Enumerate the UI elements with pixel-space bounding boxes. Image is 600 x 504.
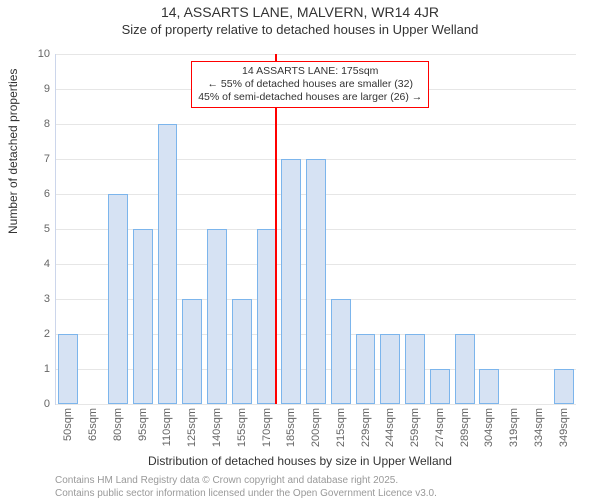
histogram-bar[interactable] [405, 334, 425, 404]
bar-slot: 334sqm [527, 54, 552, 404]
x-tick-label: 274sqm [434, 408, 446, 447]
histogram-bar[interactable] [158, 124, 178, 404]
bar-slot: 95sqm [130, 54, 155, 404]
y-tick-label: 2 [44, 328, 50, 340]
histogram-bar[interactable] [108, 194, 128, 404]
x-tick-label: 185sqm [285, 408, 297, 447]
chart-subtitle: Size of property relative to detached ho… [0, 22, 600, 37]
annotation-line: ← 55% of detached houses are smaller (32… [198, 78, 422, 91]
x-tick-label: 95sqm [137, 408, 149, 441]
credits: Contains HM Land Registry data © Crown c… [55, 475, 437, 500]
y-tick-label: 10 [38, 48, 50, 60]
bar-slot: 289sqm [452, 54, 477, 404]
histogram-bar[interactable] [430, 369, 450, 404]
x-tick-label: 50sqm [62, 408, 74, 441]
y-tick-label: 4 [44, 258, 50, 270]
histogram-bar[interactable] [281, 159, 301, 404]
histogram-bar[interactable] [232, 299, 252, 404]
x-tick-label: 155sqm [236, 408, 248, 447]
histogram-bar[interactable] [380, 334, 400, 404]
histogram-bar[interactable] [257, 229, 277, 404]
annotation-box: 14 ASSARTS LANE: 175sqm← 55% of detached… [191, 61, 429, 108]
x-tick-label: 110sqm [161, 408, 173, 446]
histogram-bar[interactable] [554, 369, 574, 404]
histogram-bar[interactable] [479, 369, 499, 404]
x-axis-label: Distribution of detached houses by size … [0, 454, 600, 468]
x-tick-label: 244sqm [384, 408, 396, 447]
grid-line [56, 404, 576, 405]
histogram-bar[interactable] [182, 299, 202, 404]
x-tick-label: 229sqm [360, 408, 372, 447]
histogram-bar[interactable] [331, 299, 351, 404]
histogram-bar[interactable] [356, 334, 376, 404]
histogram-bar[interactable] [306, 159, 326, 404]
bar-slot: 80sqm [106, 54, 131, 404]
bar-slot: 304sqm [477, 54, 502, 404]
x-tick-label: 319sqm [508, 408, 520, 447]
annotation-line: 45% of semi-detached houses are larger (… [198, 91, 422, 104]
y-axis-label: Number of detached properties [6, 69, 20, 234]
credits-line-2: Contains public sector information licen… [55, 488, 437, 501]
x-tick-label: 170sqm [261, 408, 273, 447]
x-tick-label: 65sqm [87, 408, 99, 441]
y-tick-label: 3 [44, 293, 50, 305]
y-tick-label: 7 [44, 153, 50, 165]
y-tick-label: 5 [44, 223, 50, 235]
credits-line-1: Contains HM Land Registry data © Crown c… [55, 475, 437, 488]
x-tick-label: 349sqm [558, 408, 570, 447]
x-tick-label: 289sqm [459, 408, 471, 447]
histogram-bar[interactable] [207, 229, 227, 404]
x-tick-label: 304sqm [483, 408, 495, 447]
y-tick-label: 0 [44, 398, 50, 410]
bar-slot: 110sqm [155, 54, 180, 404]
plot-area: 01234567891050sqm65sqm80sqm95sqm110sqm12… [55, 54, 576, 405]
x-tick-label: 200sqm [310, 408, 322, 447]
histogram-bar[interactable] [455, 334, 475, 404]
x-tick-label: 125sqm [186, 408, 198, 447]
bar-slot: 274sqm [427, 54, 452, 404]
y-tick-label: 1 [44, 363, 50, 375]
bar-slot: 349sqm [551, 54, 576, 404]
x-tick-label: 80sqm [112, 408, 124, 441]
histogram-bar[interactable] [133, 229, 153, 404]
y-tick-label: 9 [44, 83, 50, 95]
x-tick-label: 215sqm [335, 408, 347, 447]
x-tick-label: 140sqm [211, 408, 223, 447]
y-tick-label: 8 [44, 118, 50, 130]
x-tick-label: 259sqm [409, 408, 421, 447]
x-tick-label: 334sqm [533, 408, 545, 447]
bar-slot: 65sqm [81, 54, 106, 404]
y-tick-label: 6 [44, 188, 50, 200]
chart-title: 14, ASSARTS LANE, MALVERN, WR14 4JR [0, 4, 600, 20]
histogram-bar[interactable] [58, 334, 78, 404]
bar-slot: 50sqm [56, 54, 81, 404]
bar-slot: 319sqm [502, 54, 527, 404]
annotation-line: 14 ASSARTS LANE: 175sqm [198, 65, 422, 78]
